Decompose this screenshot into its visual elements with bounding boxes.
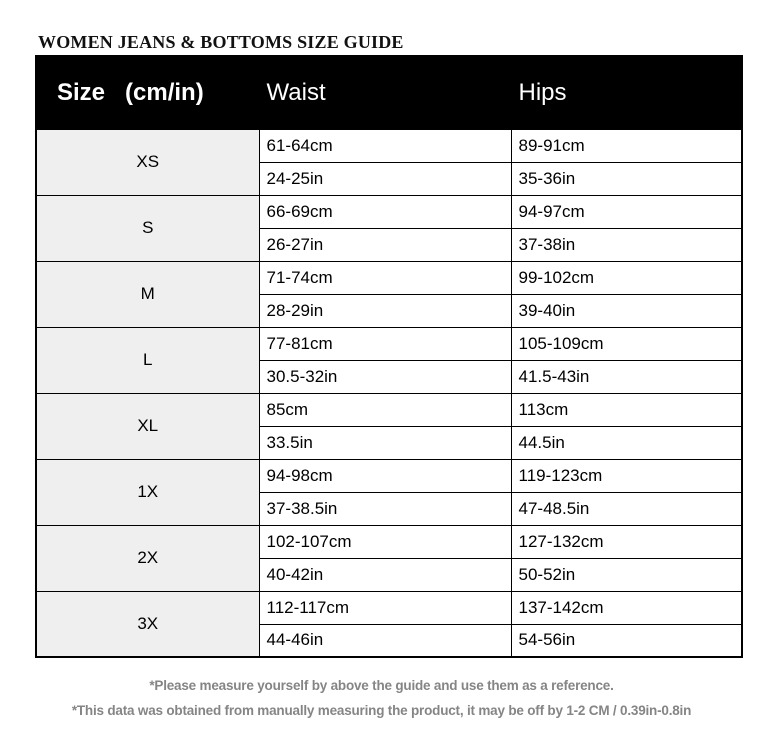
waist-cm-cell: 66-69cm <box>258 194 512 229</box>
size-label-cell: S <box>35 194 260 262</box>
waist-cm-cell: 102-107cm <box>258 524 512 559</box>
footnote-line: *This data was obtained from manually me… <box>71 702 692 718</box>
table-row-cm: 1X 94-98cm 119-123cm <box>35 458 743 526</box>
hips-in-cell: 54-56in <box>510 623 743 658</box>
table-body: XS 61-64cm 89-91cm 24-25in 35-36in S 66-69cm 94… <box>35 128 743 658</box>
size-guide-table: Size (cm/in) Waist Hips XS 61-64cm 89-91cm 2… <box>35 55 743 658</box>
size-label-cell: 3X <box>35 590 260 658</box>
size-label-cell: L <box>35 326 260 394</box>
column-header-size: Size (cm/in) <box>35 55 260 130</box>
waist-in-cell: 33.5in <box>258 425 512 460</box>
table-row-in: 28-29in 39-40in <box>36 293 743 328</box>
waist-in-cell: 40-42in <box>258 557 512 592</box>
table-row-cm: XL 85cm 113cm <box>35 392 743 460</box>
waist-in-cell: 37-38.5in <box>258 491 512 526</box>
size-label-cell: XS <box>35 128 260 196</box>
hips-in-cell: 39-40in <box>510 293 743 328</box>
table-row-in: 40-42in 50-52in <box>36 557 743 592</box>
hips-in-cell: 37-38in <box>510 227 743 262</box>
table-row-cm: 3X 112-117cm 137-142cm <box>35 590 743 658</box>
table-row-in: 44-46in 54-56in <box>36 623 743 658</box>
table-row-cm: 2X 102-107cm 127-132cm <box>35 524 743 592</box>
size-label-cell: M <box>35 260 260 328</box>
table-row-in: 37-38.5in 47-48.5in <box>36 491 743 526</box>
table-header-row: Size (cm/in) Waist Hips <box>35 55 743 130</box>
waist-in-cell: 44-46in <box>258 623 512 658</box>
hips-cm-cell: 137-142cm <box>510 590 743 625</box>
hips-cm-cell: 99-102cm <box>510 260 743 295</box>
size-header-unit: (cm/in) <box>125 78 204 106</box>
hips-in-cell: 41.5-43in <box>510 359 743 394</box>
table-row-in: 30.5-32in 41.5-43in <box>36 359 743 394</box>
column-header-waist: Waist <box>258 55 512 130</box>
hips-cm-cell: 89-91cm <box>510 128 743 163</box>
size-label-cell: 2X <box>35 524 260 592</box>
footnote-line: *Please measure yourself by above the gu… <box>149 678 614 693</box>
waist-cm-cell: 77-81cm <box>258 326 512 361</box>
table-row-cm: M 71-74cm 99-102cm <box>35 260 743 328</box>
waist-cm-cell: 112-117cm <box>258 590 512 625</box>
footnotes: *Please measure yourself by above the gu… <box>0 674 763 724</box>
size-label-cell: 1X <box>35 458 260 526</box>
waist-in-cell: 30.5-32in <box>258 359 512 394</box>
hips-in-cell: 50-52in <box>510 557 743 592</box>
page-title: WOMEN JEANS & BOTTOMS SIZE GUIDE <box>38 32 404 52</box>
waist-in-cell: 26-27in <box>258 227 512 262</box>
table-row-cm: L 77-81cm 105-109cm <box>35 326 743 394</box>
waist-cm-cell: 85cm <box>258 392 512 427</box>
hips-in-cell: 47-48.5in <box>510 491 743 526</box>
table-row-cm: XS 61-64cm 89-91cm <box>35 128 743 196</box>
hips-cm-cell: 105-109cm <box>510 326 743 361</box>
hips-in-cell: 44.5in <box>510 425 743 460</box>
hips-in-cell: 35-36in <box>510 161 743 196</box>
waist-in-cell: 24-25in <box>258 161 512 196</box>
waist-cm-cell: 61-64cm <box>258 128 512 163</box>
hips-cm-cell: 119-123cm <box>510 458 743 493</box>
table-row-in: 33.5in 44.5in <box>36 425 743 460</box>
hips-cm-cell: 127-132cm <box>510 524 743 559</box>
waist-cm-cell: 94-98cm <box>258 458 512 493</box>
size-header-label: Size <box>57 78 106 106</box>
table-row-in: 24-25in 35-36in <box>36 161 743 196</box>
size-label-cell: XL <box>35 392 260 460</box>
column-header-hips: Hips <box>510 55 743 130</box>
hips-cm-cell: 113cm <box>510 392 743 427</box>
table-row-cm: S 66-69cm 94-97cm <box>35 194 743 262</box>
waist-in-cell: 28-29in <box>258 293 512 328</box>
hips-cm-cell: 94-97cm <box>510 194 743 229</box>
waist-cm-cell: 71-74cm <box>258 260 512 295</box>
